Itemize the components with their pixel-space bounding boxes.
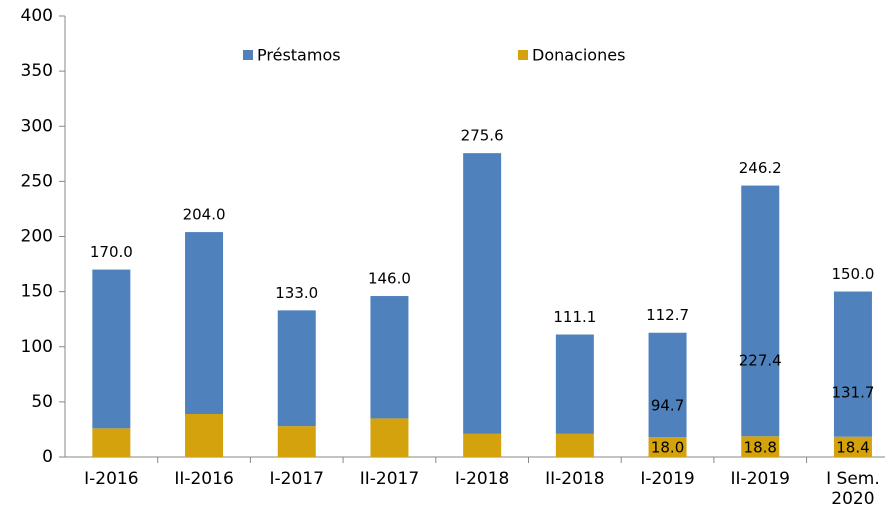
y-tick-label: 100 — [21, 337, 53, 357]
value-label: 18.0 — [651, 439, 684, 457]
total-label: 111.1 — [553, 308, 596, 326]
value-label: 131.7 — [831, 384, 874, 402]
value-label: 18.4 — [836, 439, 869, 457]
x-tick-label: II-2018 — [545, 469, 605, 489]
x-tick-label: II-2017 — [359, 469, 420, 489]
bar-segment — [370, 418, 409, 457]
bar-segment — [555, 334, 594, 434]
x-tick-label: I Sem. 2020 — [826, 469, 880, 509]
y-tick-label: 300 — [21, 116, 53, 136]
bar-segment — [741, 436, 780, 457]
x-tick-label: I-2019 — [640, 469, 695, 489]
total-label: 112.7 — [646, 306, 689, 324]
y-tick-label: 200 — [21, 227, 53, 247]
bar-segment — [555, 433, 594, 457]
bar-segment — [277, 310, 316, 427]
bar-segment — [370, 296, 409, 419]
bar-segment — [463, 153, 502, 434]
y-tick-label: 0 — [42, 447, 53, 467]
total-label: 150.0 — [831, 265, 874, 283]
y-tick-label: 150 — [21, 282, 53, 302]
legend-swatch — [518, 50, 528, 60]
x-tick-label: II-2016 — [174, 469, 234, 489]
value-label: 94.7 — [651, 396, 684, 414]
y-tick-label: 350 — [21, 61, 53, 81]
x-tick-label: I-2017 — [269, 469, 324, 489]
x-tick-label: II-2019 — [730, 469, 790, 489]
bar-segment — [741, 185, 780, 437]
x-tick-label: I-2016 — [84, 469, 139, 489]
legend-swatch — [243, 50, 253, 60]
value-label: 227.4 — [739, 352, 782, 370]
bar-segment — [185, 414, 224, 457]
bar-segment — [833, 291, 872, 437]
bar-segment — [92, 428, 131, 457]
bar-segment — [92, 269, 131, 429]
total-label: 133.0 — [275, 284, 318, 302]
bar-segment — [277, 426, 316, 457]
bar-segment — [463, 433, 502, 457]
total-label: 246.2 — [739, 159, 782, 177]
total-label: 204.0 — [183, 206, 226, 224]
bar-segment — [833, 436, 872, 457]
x-tick-label: I-2018 — [454, 469, 510, 489]
y-tick-label: 50 — [31, 392, 53, 412]
y-tick-label: 250 — [21, 171, 53, 191]
legend-label: Donaciones — [532, 46, 625, 65]
total-label: 170.0 — [90, 243, 133, 261]
total-label: 146.0 — [368, 270, 411, 288]
bar-segment — [648, 332, 687, 438]
bar-segment — [185, 232, 224, 415]
bar-segment — [648, 437, 687, 457]
value-label: 18.8 — [744, 439, 777, 457]
y-tick-label: 400 — [21, 6, 53, 26]
total-label: 275.6 — [461, 127, 504, 145]
legend-label: Préstamos — [257, 46, 341, 65]
